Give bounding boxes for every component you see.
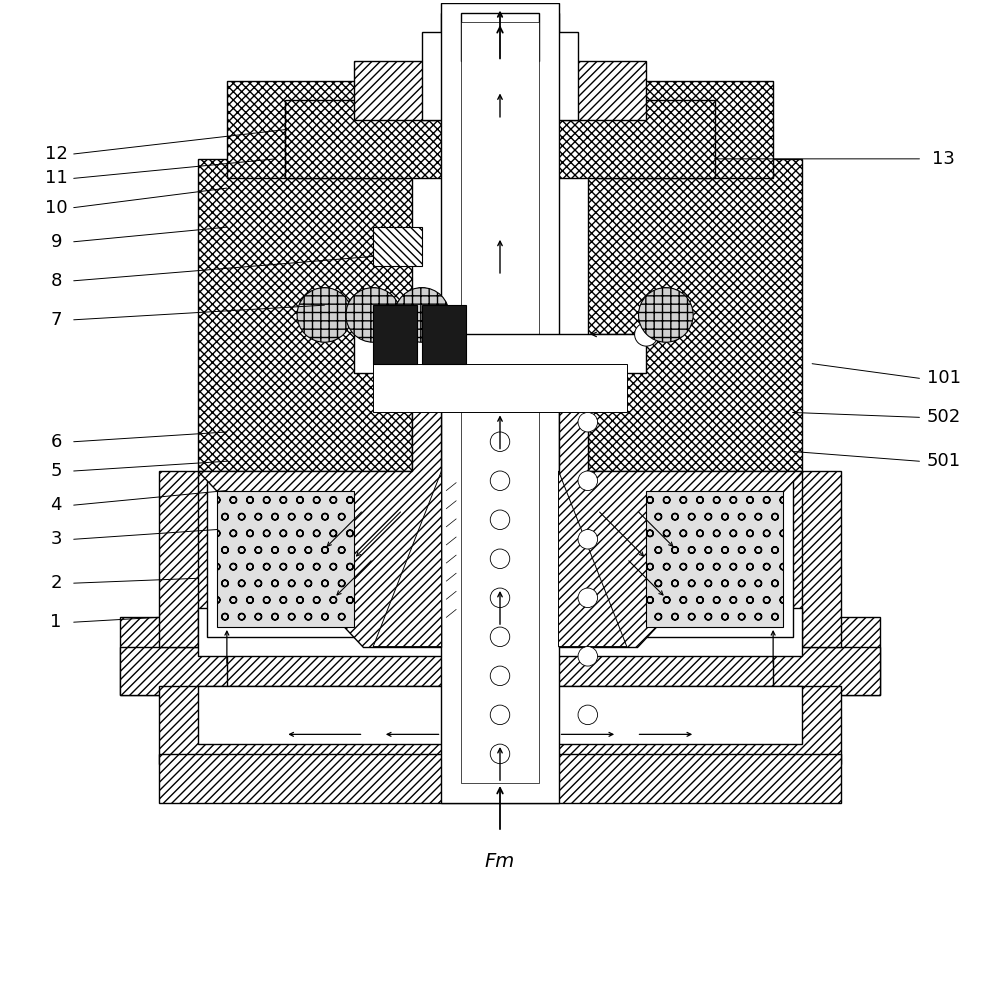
Circle shape [578,588,598,607]
Bar [354,61,646,120]
Bar [441,13,559,52]
Circle shape [490,627,510,646]
Bar [159,471,237,646]
Bar [461,23,539,783]
Polygon shape [559,471,627,646]
Bar [461,13,539,61]
Circle shape [490,432,510,451]
Bar [373,364,627,412]
Text: 501: 501 [927,452,961,470]
Text: 13: 13 [932,150,955,168]
Text: 8: 8 [50,272,62,289]
Bar [373,228,422,266]
Circle shape [395,287,449,342]
Circle shape [578,646,598,666]
Text: 7: 7 [50,311,62,329]
Bar [159,686,841,763]
Polygon shape [198,374,441,646]
Circle shape [490,705,510,725]
Bar [207,481,363,637]
Text: 11: 11 [45,170,68,187]
Circle shape [490,666,510,686]
Circle shape [490,471,510,490]
Bar [198,607,802,656]
Text: 2: 2 [50,574,62,593]
Bar [120,617,880,696]
Bar [285,100,715,179]
Text: 3: 3 [50,531,62,548]
Circle shape [578,705,598,725]
Bar [763,471,841,646]
Text: 1: 1 [50,613,62,631]
Bar [198,686,802,745]
Bar [217,490,354,627]
Bar [373,305,417,364]
Circle shape [490,510,510,530]
Circle shape [490,588,510,607]
Text: 10: 10 [45,198,67,217]
Bar [598,80,773,179]
Bar [627,471,802,646]
Circle shape [578,471,598,490]
Text: Fm: Fm [485,852,515,871]
Bar [422,305,466,364]
Circle shape [578,412,598,432]
Bar [441,3,559,802]
Text: 9: 9 [50,232,62,251]
Polygon shape [559,374,802,646]
Bar [120,646,227,696]
Text: 101: 101 [927,369,961,387]
Text: 6: 6 [50,433,62,450]
Circle shape [635,323,658,346]
Bar [588,159,802,471]
Circle shape [578,530,598,549]
Bar [198,159,412,471]
Text: 4: 4 [50,496,62,514]
Bar [354,335,646,374]
Circle shape [297,287,352,342]
Circle shape [346,287,401,342]
Bar [227,80,402,179]
Circle shape [639,287,693,342]
Bar [422,32,578,120]
Polygon shape [373,471,441,646]
Bar [646,490,783,627]
Circle shape [490,549,510,569]
Circle shape [490,745,510,763]
Text: 12: 12 [45,145,68,163]
Text: 5: 5 [50,462,62,480]
Bar [637,481,793,637]
Bar [773,646,880,696]
Bar [198,471,373,646]
Text: 502: 502 [927,408,961,427]
Bar [159,753,841,802]
